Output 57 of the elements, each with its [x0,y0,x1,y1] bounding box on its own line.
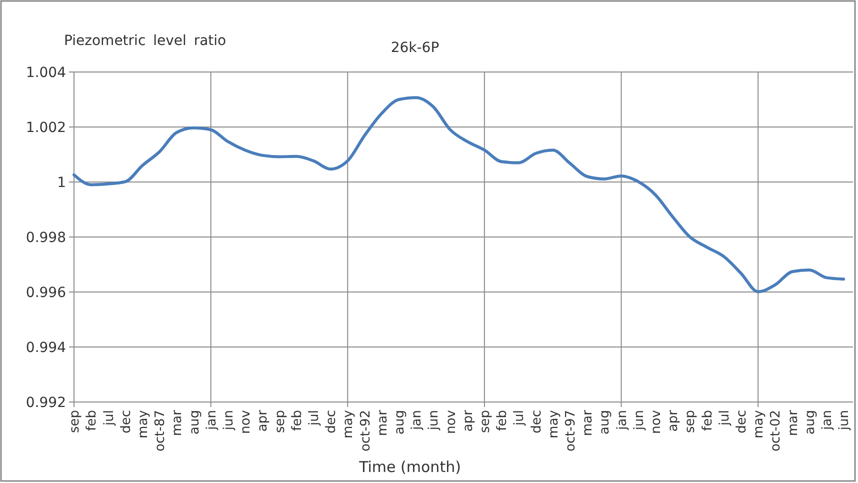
x-tick-label: jan [820,410,836,431]
x-tick-label: jul [717,410,732,426]
x-tick-label: nov [238,410,254,434]
x-tick-label: jul [512,410,528,426]
y-tick-label: 1.002 [26,120,66,136]
x-tick-label: mar [375,409,390,436]
x-tick-label: aug [598,410,613,434]
y-axis-title: Piezometric level ratio [64,33,226,49]
x-tick-label: aug [802,410,818,434]
y-tick-label: 0.994 [26,340,66,356]
x-tick-label: mar [580,409,596,436]
chart-title: 26k-6P [390,40,440,56]
x-tick-label: feb [290,410,305,431]
x-tick-label: apr [460,409,476,432]
x-tick-label: jun [426,410,442,432]
y-tick-label: 1.004 [26,64,66,81]
line-series [72,96,846,294]
x-tick-label: jun [632,410,647,432]
x-tick-label: oct-97 [564,410,579,452]
x-tick-label: jul [102,410,117,426]
x-tick-label: apr [666,409,682,432]
x-tick-label: jan [204,410,220,431]
x-tick-label: mar [170,409,186,436]
x-tick-label: sep [683,410,698,434]
x-tick-label: jan [614,410,630,431]
x-tick-label: feb [495,410,510,431]
x-tick-label: may [752,410,767,438]
x-tick-label: dec [529,410,544,434]
x-tick-label: dec [734,410,750,434]
y-tick-label: 0.996 [26,284,66,301]
x-tick-label: jun [221,410,236,432]
x-tick-label: mar [786,409,801,436]
y-tick-label: 0.992 [26,394,66,411]
x-tick-label: may [136,410,151,438]
x-tick-label: sep [68,410,83,434]
x-tick-label: may [341,410,356,438]
x-tick-label: feb [700,410,716,431]
x-tick-label: sep [478,410,493,434]
x-tick-label: oct-02 [768,410,784,452]
x-tick-label: dec [324,410,340,434]
x-tick-label: sep [272,410,288,434]
x-tick-label: nov [649,410,664,434]
x-tick-label: may [546,410,562,438]
x-tick-label: apr [256,409,271,432]
x-axis-title: Time (month) [358,458,461,476]
x-tick-label: jun [837,410,852,432]
x-tick-label: aug [392,410,408,434]
x-tick-label: oct-87 [153,410,168,452]
x-tick-label: oct-92 [358,410,374,452]
x-tick-label: aug [187,410,202,434]
y-tick-label: 0.998 [26,230,66,246]
x-tick-label: feb [84,410,100,431]
x-tick-label: nov [444,410,459,434]
x-tick-label: jan [410,410,425,431]
x-tick-label: jul [306,410,322,426]
y-tick-label: 1 [57,174,66,191]
x-tick-label: dec [118,410,134,434]
